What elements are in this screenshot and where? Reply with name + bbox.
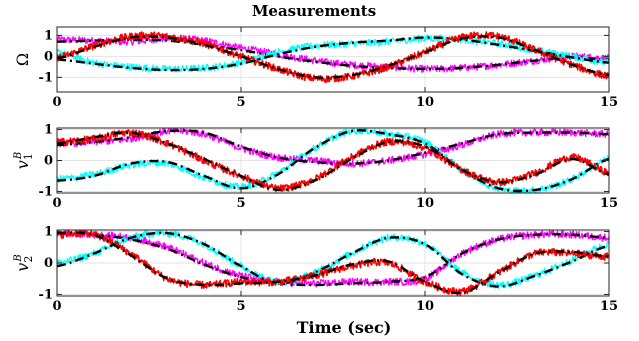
- y-axis-label: v2B: [13, 254, 35, 271]
- y-tick-label: 1: [44, 225, 53, 240]
- y-tick-label: -1: [39, 70, 53, 85]
- y-tick-label: -1: [39, 287, 53, 302]
- x-tick-label: 5: [236, 196, 245, 211]
- series-group: [57, 230, 609, 296]
- series-true-4: [57, 231, 609, 288]
- subplot-1: 0 5 10 15 -1 0 1Ω: [13, 26, 618, 110]
- series-true-6: [57, 35, 609, 79]
- series-group: [57, 31, 609, 83]
- x-tick-label: 10: [416, 196, 434, 211]
- x-tick-label: 0: [52, 95, 61, 110]
- series-true-2: [57, 38, 609, 71]
- x-tick-label: 10: [416, 95, 434, 110]
- x-tick-label: 10: [416, 299, 434, 314]
- chart-title: Measurements: [252, 2, 376, 20]
- y-tick-label: 0: [44, 154, 53, 169]
- y-tick-label: 0: [44, 49, 53, 64]
- series-true-6: [57, 231, 609, 295]
- series-measured-3: [57, 128, 609, 193]
- x-tick-label: 0: [52, 299, 61, 314]
- x-tick-label: 15: [600, 95, 618, 110]
- series-true-6: [57, 131, 609, 192]
- series-true-4: [57, 36, 609, 72]
- y-tick-label: 1: [44, 123, 53, 138]
- y-tick-label: -1: [39, 184, 53, 199]
- y-tick-label: 1: [44, 28, 53, 43]
- series-true-4: [57, 129, 609, 193]
- series-true-2: [57, 231, 609, 287]
- y-tick-label: 0: [44, 256, 53, 271]
- series-true-2: [57, 129, 609, 165]
- y-axis-label: Ω: [13, 53, 32, 66]
- x-tick-label: 5: [236, 299, 245, 314]
- y-axis-label: v1B: [13, 152, 35, 169]
- x-tick-label: 5: [236, 95, 245, 110]
- x-tick-label: 15: [600, 299, 618, 314]
- axes-box: [56, 26, 610, 93]
- series-group: [57, 128, 609, 193]
- series-measured-5: [57, 31, 609, 83]
- x-tick-label: 0: [52, 196, 61, 211]
- x-tick-label: 15: [600, 196, 618, 211]
- x-axis-label: Time (sec): [297, 318, 392, 337]
